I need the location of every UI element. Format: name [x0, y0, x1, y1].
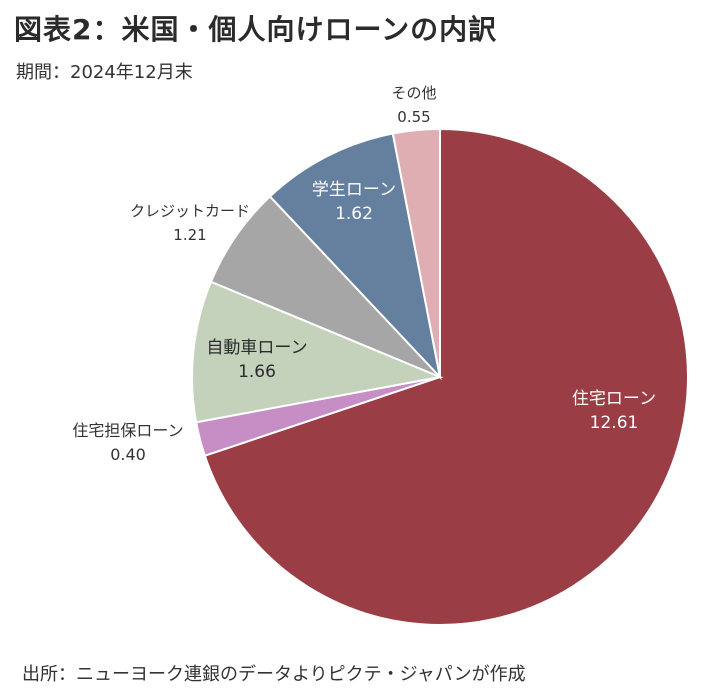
- source-note: 出所：ニューヨーク連銀のデータよりピクテ・ジャパンが作成: [22, 664, 526, 685]
- slice-value-home-equity: 0.40: [110, 445, 146, 464]
- pie-slices: [191, 127, 689, 626]
- chart-title: 図表2：米国・個人向けローンの内訳: [14, 13, 498, 46]
- slice-value-student: 1.62: [335, 204, 373, 224]
- slice-label-housing: 住宅ローン: [572, 389, 656, 409]
- slice-label-student: 学生ローン: [312, 180, 396, 200]
- pie-labels: 住宅ローン 12.61 住宅担保ローン 0.40 自動車ローン 1.66 クレジットカード 1…: [72, 84, 656, 464]
- pie-slice-other: [391, 127, 441, 378]
- slice-label-home-equity: 住宅担保ローン: [72, 421, 183, 440]
- slice-value-credit-card: 1.21: [173, 226, 206, 244]
- pie-slice-auto: [191, 280, 444, 424]
- slice-label-other: その他: [391, 84, 436, 102]
- pie-slice-housing: [203, 127, 689, 626]
- chart-subtitle: 期間：2024年12月末: [16, 62, 193, 83]
- slice-value-housing: 12.61: [590, 413, 639, 433]
- slice-value-auto: 1.66: [238, 362, 276, 382]
- slice-label-auto: 自動車ローン: [206, 338, 307, 358]
- slice-value-other: 0.55: [397, 108, 430, 126]
- pie-slice-student: [268, 132, 442, 381]
- slice-label-credit-card: クレジットカード: [130, 202, 250, 220]
